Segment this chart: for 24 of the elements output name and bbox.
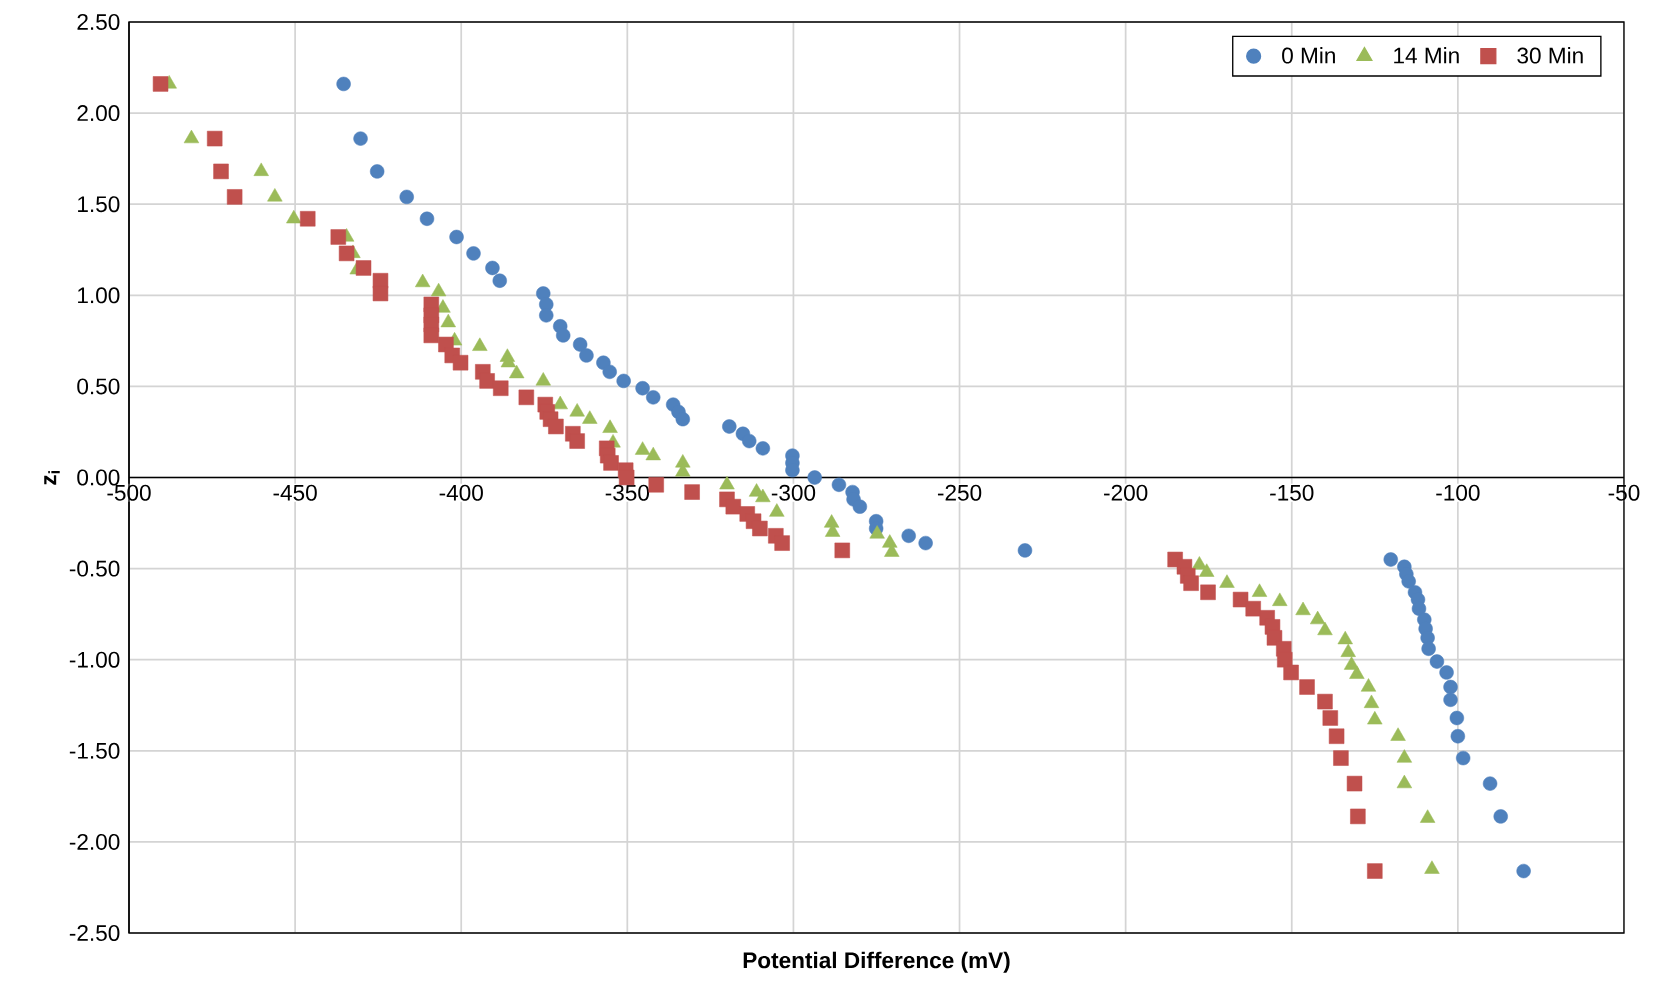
x-tick-label: -400 <box>439 484 483 501</box>
y-tick-label: 1.00 <box>78 287 120 304</box>
y-tick-label: -2.50 <box>69 925 120 941</box>
x-tick-label: -100 <box>1436 484 1480 501</box>
y-tick-label: -0.50 <box>69 560 120 577</box>
y-tick-label: 1.50 <box>78 196 120 213</box>
x-tick-label: -200 <box>1104 484 1148 501</box>
y-tick-label: -1.00 <box>69 651 120 668</box>
legend-label: 14 Min <box>1394 46 1459 64</box>
y-tick-label: 2.00 <box>77 105 120 122</box>
x-tick-label: -300 <box>771 484 816 501</box>
x-tick-label: -350 <box>605 484 650 501</box>
y-axis-title: z$_{i}$ <box>44 471 60 485</box>
x-tick-label: -150 <box>1270 484 1314 501</box>
y-tick-label: 0.00 <box>77 469 120 486</box>
x-tick-label: -250 <box>937 484 982 501</box>
legend-label: 30 Min <box>1517 46 1583 64</box>
x-axis-title: Potential Difference (mV) <box>743 951 1010 973</box>
y-tick-label: 2.50 <box>77 14 120 30</box>
legend-label: 0 Min <box>1282 46 1335 64</box>
y-tick-label: -2.00 <box>69 833 120 850</box>
x-tick-label: -450 <box>273 484 317 501</box>
y-tick-label: -1.50 <box>69 742 120 759</box>
y-tick-label: 0.50 <box>77 378 120 395</box>
